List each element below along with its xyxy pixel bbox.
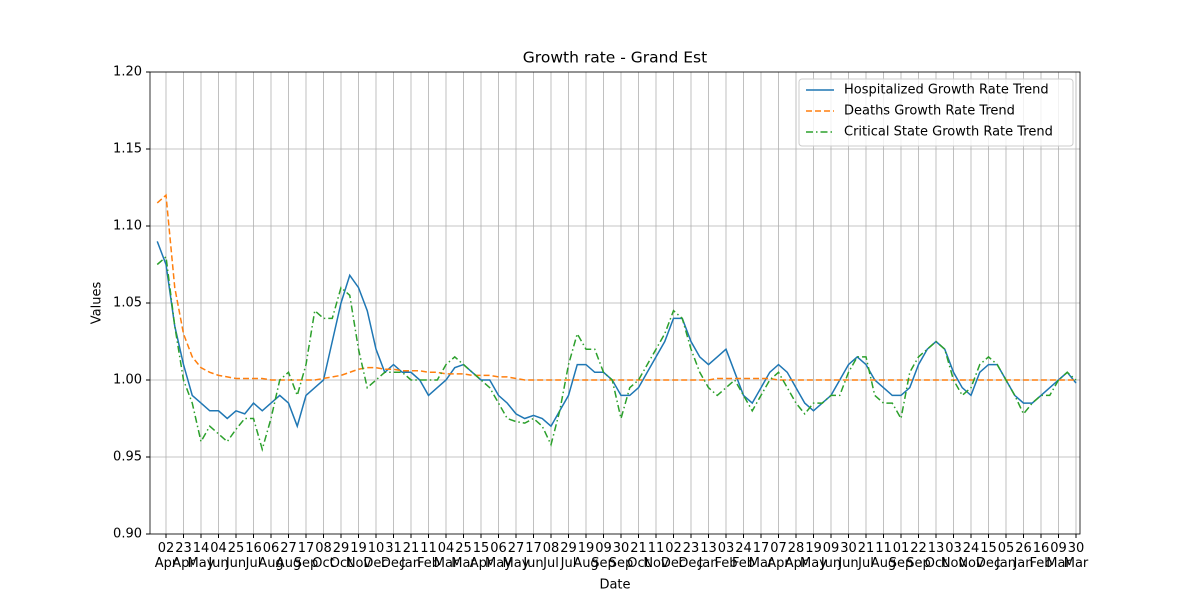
x-tick-label: 30 Sep <box>608 541 634 571</box>
x-tick-label: 01 Sep <box>888 541 914 571</box>
x-tick-label: 23 Dec <box>678 541 704 571</box>
x-tick-label: 21 Jan <box>400 541 422 571</box>
x-tick-label: 09 Mar <box>1046 541 1071 571</box>
x-tick-label: 15 Dec <box>975 541 1002 571</box>
x-tick-label: 30 Mar <box>1063 541 1089 571</box>
x-tick-label: 27 Aug <box>275 541 302 571</box>
x-tick-label: 16 Jul <box>245 541 262 571</box>
x-tick-label: 28 Apr <box>784 541 808 571</box>
x-tick-label: 11 Nov <box>643 541 669 571</box>
x-tick-label: 09 Sep <box>591 541 616 571</box>
x-tick-label: 29 Jul <box>560 541 577 571</box>
x-tick-label: 29 Oct <box>329 541 353 571</box>
y-tick-label: 0.95 <box>113 450 142 465</box>
x-tick-label: 13 Jan <box>698 541 719 571</box>
x-tick-label: 26 Jan <box>1013 541 1034 571</box>
x-tick-label: 30 Jun <box>838 541 859 571</box>
x-tick-label: 13 Oct <box>924 541 948 571</box>
x-tick-label: 24 Nov <box>958 541 984 571</box>
plot-frame <box>149 71 1081 535</box>
x-tick-label: 02 Dec <box>660 541 687 571</box>
x-axis-label: Date <box>599 578 630 593</box>
x-tick-label: 09 Jun <box>820 541 842 571</box>
legend-label: Hospitalized Growth Rate Trend <box>844 83 1049 98</box>
y-axis-label: Values <box>90 282 105 325</box>
y-tick-label: 0.90 <box>113 527 142 542</box>
x-tick-label: 11 Aug <box>870 541 897 571</box>
x-tick-label: 15 Apr <box>469 541 493 571</box>
legend: Hospitalized Growth Rate Trend Deaths Gro… <box>798 78 1074 147</box>
x-tick-label: 07 Apr <box>767 541 790 571</box>
x-tick-label: 17 Mar <box>748 541 774 571</box>
legend-label: Critical State Growth Rate Trend <box>844 125 1053 140</box>
x-tick-label: 19 Nov <box>345 541 372 571</box>
series-line <box>156 241 1077 429</box>
x-tick-label: 25 Mar <box>451 541 476 571</box>
chart-title: Growth rate - Grand Est <box>523 49 707 67</box>
y-tick-label: 1.10 <box>113 219 142 234</box>
grid <box>150 71 1080 535</box>
x-tick-label: 04 Jun <box>208 541 229 571</box>
x-tick-label: 08 Oct <box>312 541 335 571</box>
x-tick-label: 05 Jan <box>995 541 1017 571</box>
x-tick-label: 14 May <box>187 541 215 571</box>
legend-label: Deaths Growth Rate Trend <box>844 104 1015 119</box>
x-tick-label: 10 Dec <box>363 541 389 571</box>
x-tick-label: 03 Feb <box>714 541 738 571</box>
y-tick-label: 1.00 <box>113 373 142 388</box>
y-tick-label: 1.05 <box>113 296 142 311</box>
y-tick-label: 1.20 <box>113 65 142 80</box>
x-tick-label: 04 Mar <box>433 541 459 571</box>
x-tick-label: 19 May <box>800 541 827 571</box>
legend-box <box>798 78 1074 147</box>
x-tick-label: 23 Apr <box>172 541 195 571</box>
x-tick-label: 06 Aug <box>258 541 284 571</box>
x-tick-label: 21 Jul <box>857 541 875 571</box>
x-tick-label: 06 May <box>485 541 512 571</box>
x-tick-label: 31 Dec <box>380 541 407 571</box>
x-tick-label: 16 Feb <box>1029 541 1053 571</box>
x-tick-label: 21 Oct <box>627 541 650 571</box>
x-tick-label: 27 May <box>502 541 530 571</box>
x-tick-label: 03 Nov <box>940 541 967 571</box>
x-tick-label: 25 Jun <box>225 541 247 571</box>
x-tick-label: 17 Sep <box>293 541 319 571</box>
x-tick-label: 22 Sep <box>906 541 931 571</box>
y-tick-label: 1.15 <box>113 142 142 157</box>
x-tick-label: 02 Apr <box>154 541 178 571</box>
x-tick-label: 19 Aug <box>573 541 599 571</box>
x-tick-label: 17 Jun <box>523 541 544 571</box>
x-tick-label: 08 Jul <box>542 541 560 571</box>
series-line <box>156 193 1076 381</box>
x-tick-label: 24 Feb <box>731 541 756 571</box>
x-tick-label: 11 Feb <box>416 541 441 571</box>
